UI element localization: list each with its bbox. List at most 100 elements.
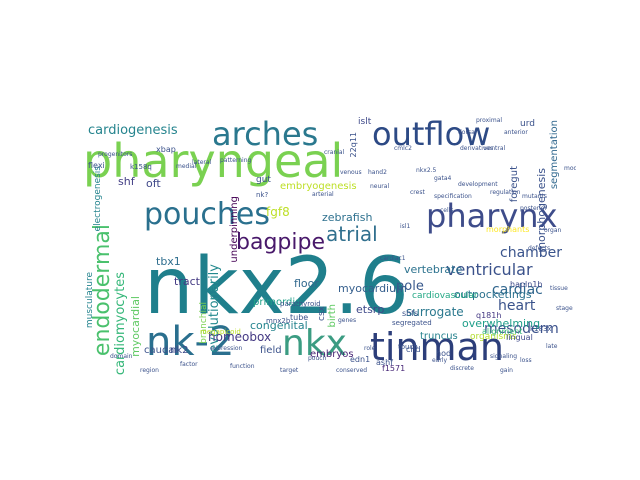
word-ventricular: ventricular xyxy=(446,260,533,279)
word-region: region xyxy=(140,367,159,374)
word-etsrp: etsrp xyxy=(356,303,385,316)
word-truncus: truncus xyxy=(420,331,458,342)
word-chd: chd xyxy=(406,345,421,354)
word-mesoderm: mesoderm xyxy=(484,321,559,337)
word-gut: gut xyxy=(256,175,271,185)
word-stage: stage xyxy=(556,305,573,312)
word-cardiovascular: cardiovascular xyxy=(412,291,478,301)
word-overwhelming: overwhelming xyxy=(462,317,541,330)
word-outflow: outflow xyxy=(372,115,491,153)
word-arches: arches xyxy=(212,115,319,153)
word-bagpipe: bagpipe xyxy=(236,230,325,255)
word-tube: tube xyxy=(290,313,309,322)
word-embryos: embryos xyxy=(310,349,354,360)
word-floor: floor xyxy=(294,277,319,290)
word-regulation: regulation xyxy=(490,189,521,196)
word-endodermal: endodermal xyxy=(90,224,115,357)
word-signaling: signaling xyxy=(490,353,518,360)
word-late: late xyxy=(546,343,558,350)
word-lingual: lingual xyxy=(506,333,533,342)
word-cardiac1: cardiac1 xyxy=(380,255,406,262)
word-heart: heart xyxy=(498,298,536,314)
word-expression: expression xyxy=(210,345,243,352)
word-underpinning: underpinning xyxy=(229,196,240,263)
word-ventral: ventral xyxy=(484,145,506,152)
word-k183x: k183x xyxy=(530,325,552,333)
word-surrogate: surrogate xyxy=(406,305,464,319)
word-branchial: branchial xyxy=(199,302,209,344)
word-edn1: edn1 xyxy=(350,355,371,364)
word-pouch: pouch xyxy=(308,355,327,362)
word-congenital: congenital xyxy=(250,319,308,332)
word-function: function xyxy=(230,363,255,370)
word-tissue: tissue xyxy=(550,285,568,292)
word-megapicoid: megapicoid xyxy=(200,328,241,336)
word-proximal: proximal xyxy=(476,117,503,124)
word-f1571: f1571 xyxy=(382,364,406,373)
word-primordia: primordia xyxy=(253,297,302,308)
word-vertebrate: vertebrate xyxy=(404,263,463,276)
word-tbx1: tbx1 xyxy=(156,255,181,268)
word-q181h: q181h xyxy=(476,311,502,320)
word-tract: tract xyxy=(174,275,200,288)
word-nkx: nkx xyxy=(282,323,347,364)
word-patterning: patterning xyxy=(220,157,252,164)
word-ashf: ashf xyxy=(376,358,393,367)
word-nkx2-5: nkx2.5 xyxy=(416,167,437,174)
word-dorsal: dorsal xyxy=(458,129,477,136)
word-musculature: musculature xyxy=(85,272,95,329)
word-shf: shf xyxy=(118,175,135,188)
word-discrete: discrete xyxy=(450,365,474,372)
word-nk-: nk? xyxy=(256,191,269,199)
word-nk2: nk2 xyxy=(170,345,189,356)
word-cardiogenesis: cardiogenesis xyxy=(88,123,178,138)
word-cmlc2: cmlc2 xyxy=(394,145,412,152)
word-neural: neural xyxy=(370,183,390,190)
word-factor: factor xyxy=(180,361,198,368)
word-pharyngeal: pharyngeal xyxy=(83,134,344,188)
word-nkx2-6: nkx2.6 xyxy=(144,242,409,332)
word-organisms: organisms xyxy=(470,332,517,342)
word-field: field xyxy=(260,345,282,356)
word-anterior: anterior xyxy=(504,129,528,136)
word-cloud: pharyngeal nkx2.6 tinman outflow arches pouch… xyxy=(80,106,576,376)
word-model: model xyxy=(564,165,576,172)
word-role: role xyxy=(364,345,376,352)
word-early: early xyxy=(432,357,448,364)
word-progenitors: progenitors xyxy=(98,151,133,158)
word-hand2: hand2 xyxy=(368,169,387,176)
word-crest: crest xyxy=(410,189,425,196)
word-caudal: caudal xyxy=(144,345,178,356)
word-csx: csx xyxy=(317,306,327,321)
word-xbap: xbap xyxy=(156,145,176,154)
word-isl1: isl1 xyxy=(400,223,411,230)
word-alignment: alignment xyxy=(482,327,523,336)
word-electrogenesis: electrogenesis xyxy=(93,166,103,232)
word-conserved: conserved xyxy=(336,367,368,374)
word-touch: touch xyxy=(398,343,418,351)
word-myocardium: myocardium xyxy=(338,282,407,295)
word-tinman: tinman xyxy=(370,325,504,369)
word-target: target xyxy=(280,367,299,374)
word-pharynx: pharynx xyxy=(426,197,558,235)
word-gain: gain xyxy=(500,367,513,374)
word-pouches: pouches xyxy=(144,197,271,232)
word-fgf8: fgf8 xyxy=(266,205,290,219)
word-nk-2: nk-2 xyxy=(146,319,235,365)
word-arterial: arterial xyxy=(312,191,334,198)
word-loss: loss xyxy=(520,357,532,364)
word-mnx2b: mnx2b xyxy=(266,317,291,325)
word-pole: pole xyxy=(396,279,424,294)
word-cranial: cranial xyxy=(324,149,345,156)
word-oft: oft xyxy=(146,177,161,190)
word-gata4: gata4 xyxy=(434,175,452,182)
word-islt: islt xyxy=(358,117,372,127)
word-flexi: flexi xyxy=(88,161,105,170)
word-urd: urd xyxy=(520,119,535,129)
word-lateral: lateral xyxy=(192,159,212,166)
word-birth: birth xyxy=(327,304,338,328)
word-development: development xyxy=(458,181,498,188)
word-k158q: k158q xyxy=(130,163,152,171)
word-genes: genes xyxy=(338,317,357,324)
word-embryogenesis: embryogenesis xyxy=(280,181,357,192)
